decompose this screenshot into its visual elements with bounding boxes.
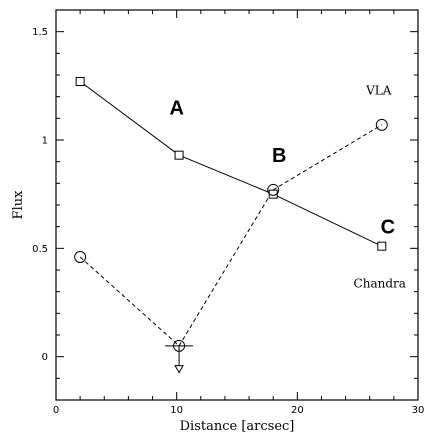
- y-tick-label: 1: [42, 136, 48, 147]
- data-point-square: [75, 77, 85, 86]
- x-tick-label: 20: [291, 405, 304, 416]
- region-annotations: A B C: [169, 98, 395, 239]
- series-labels: Chandra VLA: [354, 84, 406, 291]
- data-point-square: [174, 150, 184, 160]
- series-label-vla: VLA: [365, 84, 392, 98]
- series-line-chandra: [79, 81, 383, 247]
- series-line-vla: [79, 124, 383, 347]
- region-label-a: A: [169, 98, 183, 120]
- region-label-c: C: [381, 217, 395, 239]
- series-lines: [79, 81, 383, 347]
- y-tick-label: 0: [42, 352, 48, 363]
- y-axis-title: Flux: [11, 190, 26, 220]
- x-tick-label: 0: [53, 405, 59, 416]
- axis-ticks: [55, 10, 419, 401]
- data-point-circle: [375, 118, 388, 131]
- region-label-b: B: [272, 145, 286, 167]
- x-tick-label: 10: [170, 405, 183, 416]
- x-tick-label: 30: [412, 405, 425, 416]
- plot-frame: [55, 9, 419, 401]
- data-point-circle: [74, 251, 87, 263]
- x-axis-title: Distance [arcsec]: [180, 419, 295, 434]
- y-tick-label: 1.5: [32, 27, 48, 38]
- upper-limit-arrow: [174, 365, 184, 374]
- series-markers: [74, 77, 388, 374]
- y-tick-label: 0.5: [32, 244, 48, 255]
- data-point-square: [377, 241, 387, 251]
- data-point-circle: [267, 183, 280, 196]
- tick-labels: 0 10 20 30 0 0.5 1 1.5: [32, 27, 424, 416]
- series-label-chandra: Chandra: [354, 276, 406, 290]
